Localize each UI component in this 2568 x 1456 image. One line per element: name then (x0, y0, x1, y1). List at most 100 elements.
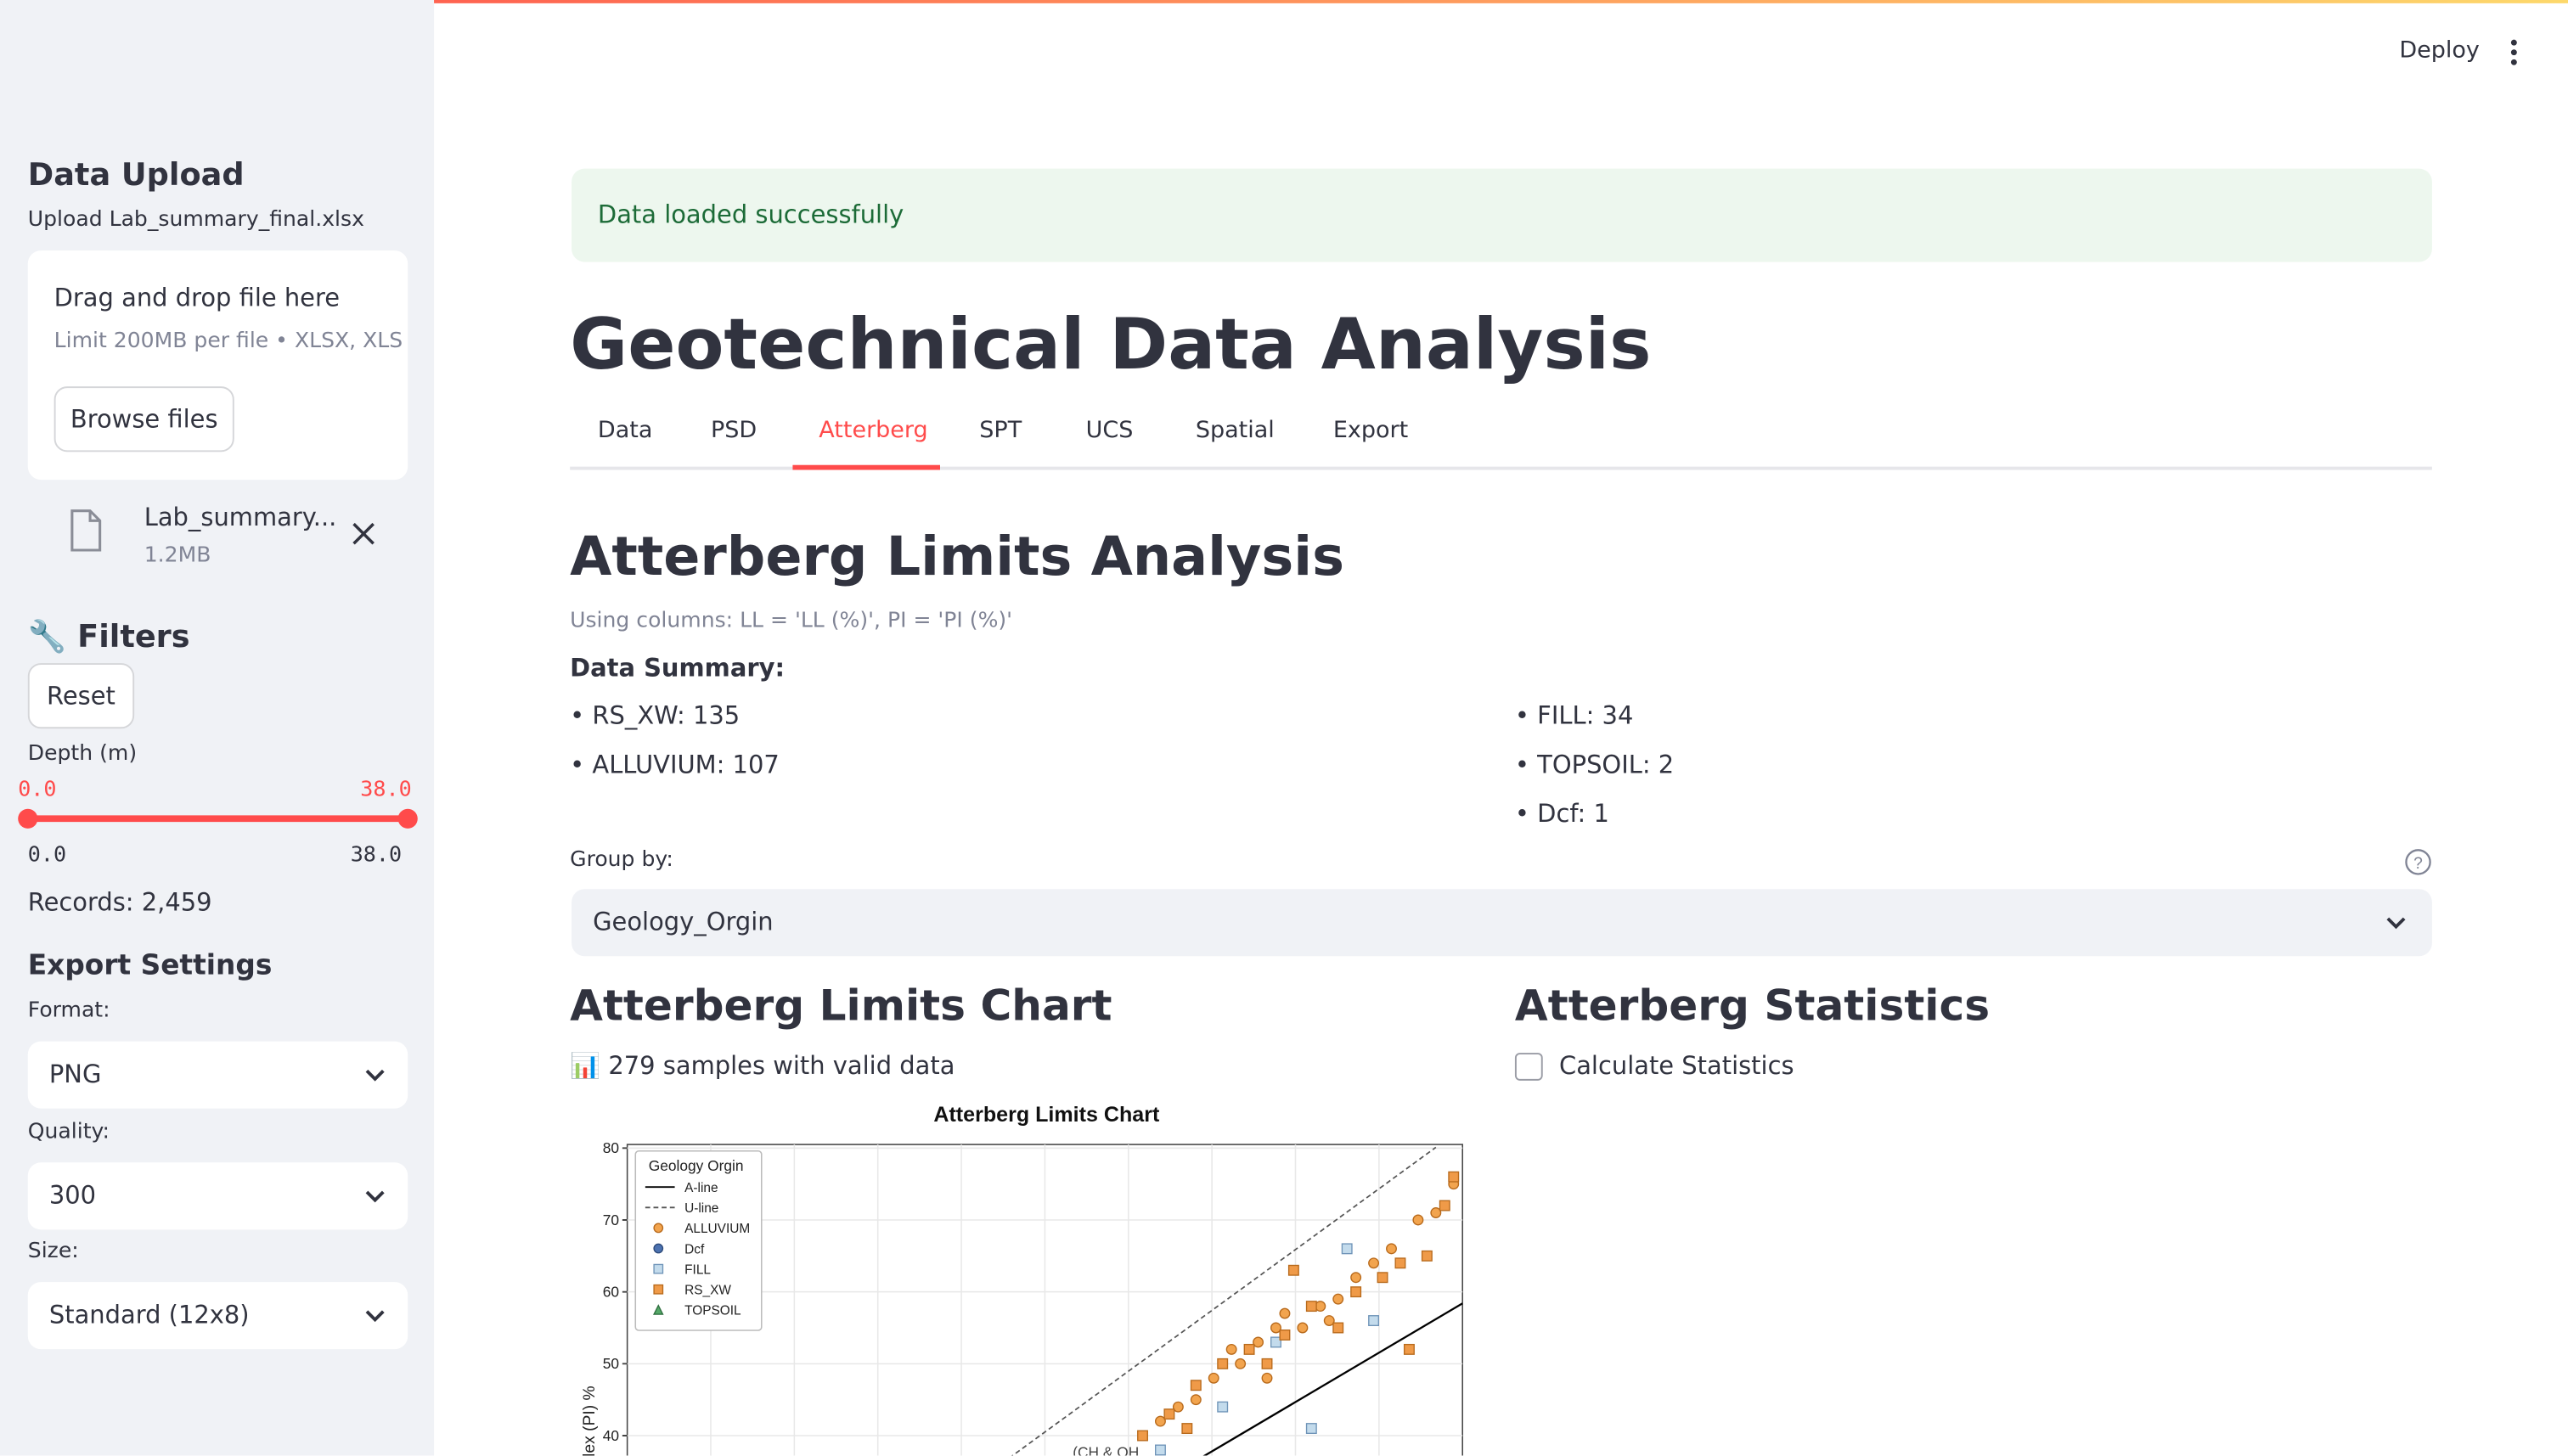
chart-title: Atterberg Limits Chart (933, 1103, 1160, 1127)
summary-item: • ALLUVIUM: 107 (570, 750, 780, 779)
group-value: Geology_Orgin (593, 907, 774, 937)
quality-label: Quality: (27, 1120, 110, 1145)
y-tick-label: 60 (603, 1283, 619, 1300)
file-icon (70, 509, 102, 552)
point (1225, 1343, 1237, 1355)
file-size: 1.2MB (144, 543, 211, 569)
point (1439, 1200, 1450, 1211)
format-select[interactable]: PNG (27, 1041, 408, 1109)
legend-label: TOPSOIL (684, 1304, 741, 1318)
point (1172, 1401, 1184, 1413)
point (1279, 1330, 1291, 1341)
export-title: Export Settings (27, 949, 273, 983)
menu-button[interactable] (2508, 37, 2520, 67)
point (1323, 1315, 1335, 1326)
size-value: Standard (12x8) (48, 1300, 250, 1330)
tab-divider (570, 466, 2432, 470)
range-min: 0.0 (27, 843, 67, 869)
y-tick-label: 40 (603, 1427, 619, 1444)
y-tick-label: 50 (603, 1355, 619, 1372)
legend-title: Geology Orgin (649, 1157, 744, 1174)
legend-box (634, 1150, 763, 1331)
summary-item: • RS_XW: 135 (570, 700, 741, 731)
filters-title: 🔧 Filters (27, 618, 190, 655)
point (1350, 1286, 1362, 1298)
point (1403, 1343, 1415, 1355)
reference-line (1202, 1302, 1463, 1456)
success-text: Data loaded successfully (597, 200, 904, 229)
legend-marker (653, 1243, 664, 1254)
point (1154, 1415, 1166, 1427)
remove-file[interactable] (352, 522, 375, 545)
top-decoration (0, 0, 2568, 3)
point (1297, 1322, 1309, 1334)
reference-line (1011, 1146, 1437, 1456)
section-title: Atterberg Limits Analysis (570, 524, 1344, 588)
samples-note: 📊 279 samples with valid data (570, 1051, 955, 1081)
dropzone[interactable]: Drag and drop file here Limit 200MB per … (27, 250, 408, 481)
upload-label: Upload Lab_summary_final.xlsx (27, 207, 364, 233)
point (1243, 1343, 1255, 1355)
legend-marker (653, 1223, 664, 1234)
tab[interactable]: Atterberg (819, 417, 928, 444)
deploy-button[interactable]: Deploy (2399, 37, 2480, 65)
size-label: Size: (27, 1239, 79, 1264)
summary-item: • TOPSOIL: 2 (1514, 750, 1675, 779)
point (1217, 1358, 1229, 1369)
reset-button[interactable]: Reset (27, 663, 135, 729)
summary-item: • FILL: 34 (1514, 700, 1634, 731)
tab[interactable]: UCS (1085, 417, 1134, 444)
legend-label: RS_XW (684, 1284, 731, 1298)
point (1412, 1214, 1424, 1226)
browse-button[interactable]: Browse files (54, 386, 234, 453)
tab[interactable]: PSD (710, 417, 757, 444)
depth-label: Depth (m) (27, 741, 138, 767)
point (1217, 1401, 1229, 1413)
upload-title: Data Upload (27, 157, 245, 194)
chevron (365, 1190, 385, 1203)
depth-slider[interactable] (13, 806, 425, 832)
stats-checkbox[interactable] (1514, 1053, 1543, 1081)
success-alert: Data loaded successfully (572, 168, 2432, 262)
point (1394, 1257, 1406, 1269)
legend-label: Dcf (684, 1242, 705, 1256)
point (1350, 1272, 1362, 1284)
columns-note: Using columns: LL = 'LL (%)', PI = 'PI (… (570, 609, 1013, 634)
tab[interactable]: SPT (979, 417, 1022, 444)
tab[interactable]: Data (597, 417, 653, 444)
point (1270, 1322, 1281, 1334)
file-name: Lab_summary... (144, 503, 337, 532)
group-label: Group by: (570, 847, 673, 873)
point (1332, 1322, 1344, 1334)
legend-marker (653, 1284, 664, 1295)
y-axis-label: Plasticity Index (PI) % (581, 1386, 599, 1455)
point (1421, 1250, 1433, 1262)
point (1235, 1358, 1247, 1369)
chevron (2386, 917, 2406, 930)
point (1305, 1423, 1317, 1435)
tab[interactable]: Export (1332, 417, 1409, 444)
summary-label: Data Summary: (570, 653, 786, 683)
point (1332, 1293, 1344, 1305)
format-label: Format: (27, 998, 110, 1024)
point (1430, 1207, 1442, 1218)
legend-marker (652, 1304, 664, 1315)
stats-checkbox-label[interactable]: Calculate Statistics (1558, 1051, 1794, 1081)
quality-select[interactable]: 300 (27, 1162, 408, 1230)
y-tick-label: 80 (603, 1139, 619, 1156)
tab[interactable]: Spatial (1195, 417, 1275, 444)
point (1190, 1394, 1202, 1406)
point (1261, 1372, 1273, 1384)
point (1386, 1243, 1397, 1255)
size-select[interactable]: Standard (12x8) (27, 1282, 408, 1350)
slider-high: 38.0 (360, 778, 412, 802)
point (1261, 1358, 1273, 1369)
point (1190, 1380, 1202, 1391)
drop-text: Drag and drop file here (54, 283, 341, 313)
point (1377, 1272, 1388, 1284)
group-select[interactable]: Geology_Orgin (572, 889, 2432, 957)
help-icon[interactable]: ? (2404, 848, 2432, 876)
legend-label: A-line (684, 1181, 718, 1195)
